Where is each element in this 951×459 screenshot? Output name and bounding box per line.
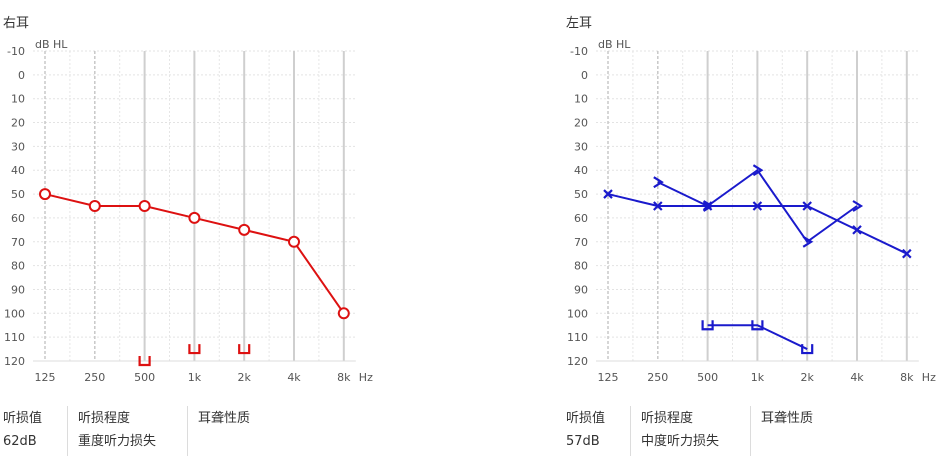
y-tick-label: 100 [567,307,588,320]
x-tick-label: 1k [751,371,765,384]
x-tick-label: 125 [35,371,56,384]
x-tick-label: 4k [287,371,301,384]
data-point [752,201,763,211]
data-point [801,344,814,355]
y-axis-label: dB HL [598,38,631,51]
left-loss-value: 57dB [566,434,600,449]
y-tick-label: 50 [11,188,25,201]
data-point [852,225,862,235]
y-tick-label: 30 [574,140,588,153]
y-tick-label: 100 [4,307,25,320]
x-tick-label: 8k [900,371,914,384]
data-point [802,235,814,248]
y-tick-label: 0 [581,69,588,82]
data-point [288,235,300,248]
right-nature-label: 耳聋性质 [198,411,251,426]
data-point [802,201,812,211]
y-tick-label: 60 [574,212,588,225]
left-ear-audiogram: -10 0 10 20 30 40 50 60 70 80 90 100 110 120 125 250 500… [567,38,936,384]
data-point [653,176,664,189]
data-point [138,200,151,212]
y-tick-label: 110 [4,331,25,344]
y-tick-label: 90 [11,283,25,296]
data-point [88,200,101,212]
series-line [707,324,808,350]
data-point [188,344,201,355]
y-tick-label: -10 [570,45,588,58]
y-tick-label: 40 [574,164,588,177]
x-axis-label: Hz [922,371,936,384]
y-tick-label: 40 [11,164,25,177]
right-ear-summary: 听损值 62dB 听损程度 重度听力损失 耳聋性质 [3,406,303,456]
right-loss-value: 62dB [3,434,37,449]
x-tick-label: 1k [188,371,202,384]
left-nature-label: 耳聋性质 [761,411,814,426]
y-tick-label: 70 [574,236,588,249]
x-tick-label: 4k [850,371,864,384]
x-tick-label: 500 [697,371,718,384]
data-point [188,211,201,224]
y-tick-label: 50 [574,188,588,201]
y-axis-label: dB HL [35,38,68,51]
data-point [337,307,350,320]
y-tick-label: 10 [11,93,25,106]
data-point [703,200,714,212]
data-point [138,356,151,367]
y-tick-label: 30 [11,140,25,153]
x-axis-label: Hz [359,371,373,384]
x-tick-label: 2k [238,371,252,384]
right-ear-audiogram: -10 0 10 20 30 40 50 60 70 80 90 100 110 120 125 250 500… [4,38,373,384]
data-point [238,344,251,355]
y-tick-label: 60 [11,212,25,225]
y-tick-label: 10 [574,93,588,106]
data-point [752,164,764,177]
y-tick-label: 120 [4,355,25,368]
data-point [603,189,613,199]
data-point [852,200,864,212]
data-point [751,320,764,331]
x-tick-label: 250 [647,371,668,384]
series-line [657,168,858,244]
y-tick-label: 90 [574,283,588,296]
y-tick-label: 120 [567,355,588,368]
left-ear-title: 左耳 [566,16,593,31]
data-point [39,188,51,201]
right-loss-label: 听损值 [3,411,43,426]
right-degree-value: 重度听力损失 [78,434,157,449]
left-degree-value: 中度听力损失 [641,434,720,449]
y-tick-label: 20 [574,117,588,130]
y-tick-label: 110 [567,331,588,344]
right-degree-label: 听损程度 [78,411,131,426]
data-point [701,320,714,331]
x-tick-label: 8k [337,371,351,384]
y-tick-label: 70 [11,236,25,249]
left-degree-label: 听损程度 [641,411,694,426]
data-point [238,223,251,236]
y-tick-label: 20 [11,117,25,130]
x-tick-label: 2k [801,371,815,384]
data-point [653,201,663,211]
x-tick-label: 250 [84,371,105,384]
y-tick-label: 80 [574,260,588,273]
x-tick-label: 500 [134,371,155,384]
data-point [902,248,912,259]
right-ear-title: 右耳 [3,16,30,31]
x-tick-label: 125 [598,371,619,384]
left-ear-summary: 听损值 57dB 听损程度 中度听力损失 耳聋性质 [566,406,866,456]
left-loss-label: 听损值 [566,411,606,426]
y-tick-label: 80 [11,260,25,273]
y-tick-label: 0 [18,69,25,82]
y-tick-label: -10 [7,45,25,58]
